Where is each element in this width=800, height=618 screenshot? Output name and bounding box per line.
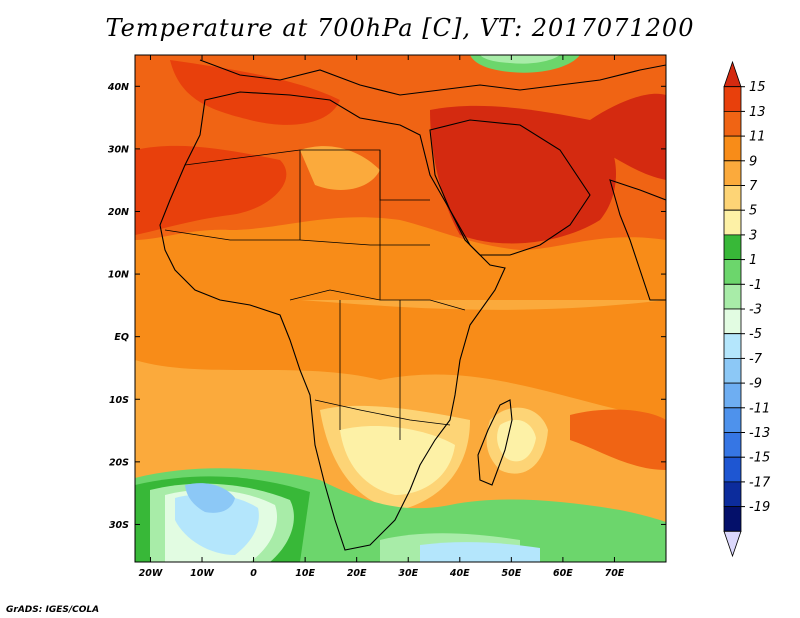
lon-tick-label: 30E: [398, 568, 418, 579]
lon-tick-label: 70E: [605, 568, 625, 579]
lon-tick-label: 40E: [449, 568, 470, 579]
lat-tick-label: EQ: [114, 332, 129, 343]
field-southern-blue2: [185, 483, 235, 513]
colorbar-label: -11: [749, 401, 770, 416]
field-equatorial-orange: [135, 295, 666, 420]
europe-coastline: [199, 59, 666, 96]
lat-tick-label: 10N: [108, 270, 129, 281]
colorbar-label: 15: [749, 80, 766, 95]
colorbar-label: 3: [749, 228, 757, 243]
india-coastline: [609, 179, 666, 301]
lon-tick-label: 60E: [553, 568, 573, 579]
colorbar-swatch: [723, 308, 742, 335]
colorbar-swatch: [723, 60, 742, 88]
colorbar-swatch: [723, 234, 742, 260]
colorbar-label: 9: [749, 154, 757, 169]
coastlines: [159, 59, 666, 551]
colorbar-swatch: [723, 481, 742, 507]
chart-title: Temperature at 700hPa [C], VT: 201707120…: [105, 14, 695, 42]
colorbar-swatch: [723, 530, 742, 558]
colorbar-swatch: [723, 407, 742, 433]
colorbar-label: -17: [749, 475, 771, 490]
colorbar-swatch: [723, 209, 742, 236]
colorbar-swatch: [723, 283, 742, 310]
colorbar-swatch: [723, 160, 742, 186]
field-arabia-red: [430, 105, 617, 244]
colorbar: 15 13 11 9 7 5 3 1 -1 -3 -5 -7 -9 -11 -13 -15 -17 -19: [723, 60, 771, 558]
colorbar-swatch: [723, 111, 742, 137]
colorbar-swatch: [723, 358, 742, 384]
colorbar-swatch: [723, 432, 742, 458]
colorbar-label: 7: [749, 179, 758, 194]
field-iran-red: [590, 93, 666, 180]
colorbar-label: -5: [749, 327, 762, 342]
madagascar-coastline: [477, 399, 513, 486]
africa-coastline: [159, 91, 506, 551]
arabia-coastline: [429, 119, 591, 256]
lon-tick-label: 0: [250, 568, 257, 579]
colorbar-label: -7: [749, 352, 763, 367]
colorbar-swatch: [723, 259, 742, 285]
lon-tick-label: 20W: [139, 568, 163, 579]
lat-tick-label: 20S: [109, 457, 129, 468]
colorbar-label: -19: [749, 500, 770, 515]
lon-tick-label: 50E: [501, 568, 521, 579]
country-borders: [164, 149, 466, 440]
lat-tick-label: 30S: [109, 520, 129, 531]
field-indian-ocean-warm: [570, 409, 666, 470]
colorbar-label: 5: [749, 204, 757, 219]
credit-label: GrADS: IGES/COLA: [6, 605, 100, 615]
lon-tick-label: 20E: [347, 568, 367, 579]
field-sahara-red: [135, 145, 287, 235]
colorbar-swatch: [723, 506, 742, 532]
colorbar-swatch: [723, 382, 742, 409]
field-caspian-lightgreen: [480, 55, 560, 64]
colorbar-swatch: [723, 135, 742, 162]
colorbar-label: -9: [749, 377, 762, 392]
field-cape-blue: [420, 542, 540, 562]
border-south: [314, 399, 451, 426]
lon-tick-label: 10E: [295, 568, 315, 579]
colorbar-label: 11: [749, 130, 766, 145]
field-madagascar-cream: [497, 419, 536, 462]
colorbar-swatch: [723, 456, 742, 483]
temperature-field: [135, 55, 666, 562]
lat-tick-label: 30N: [108, 144, 129, 155]
lon-tick-label: 10W: [190, 568, 214, 579]
colorbar-label: -1: [749, 278, 762, 293]
colorbar-label: -15: [749, 451, 770, 466]
colorbar-label: 1: [749, 253, 757, 268]
colorbar-label: -13: [749, 426, 770, 441]
colorbar-label: -3: [749, 303, 762, 318]
axis-ticks: 20W 10W 0 10E 20E 30E 40E 50E 60E 70E 40N 30N 20N 10N…: [107, 55, 666, 579]
lat-tick-label: 20N: [108, 207, 129, 218]
colorbar-label: 13: [749, 105, 766, 120]
field-libya-light: [300, 146, 380, 190]
border-meridian: [299, 150, 401, 440]
colorbar-swatch: [723, 333, 742, 359]
lat-tick-label: 40N: [107, 82, 129, 93]
map-frame: [134, 54, 667, 563]
field-southern-blue1: [175, 494, 259, 555]
colorbar-swatch: [723, 185, 742, 211]
colorbar-swatch: [723, 86, 742, 112]
field-south-africa-cream: [340, 425, 455, 495]
lat-tick-label: 10S: [109, 395, 129, 406]
